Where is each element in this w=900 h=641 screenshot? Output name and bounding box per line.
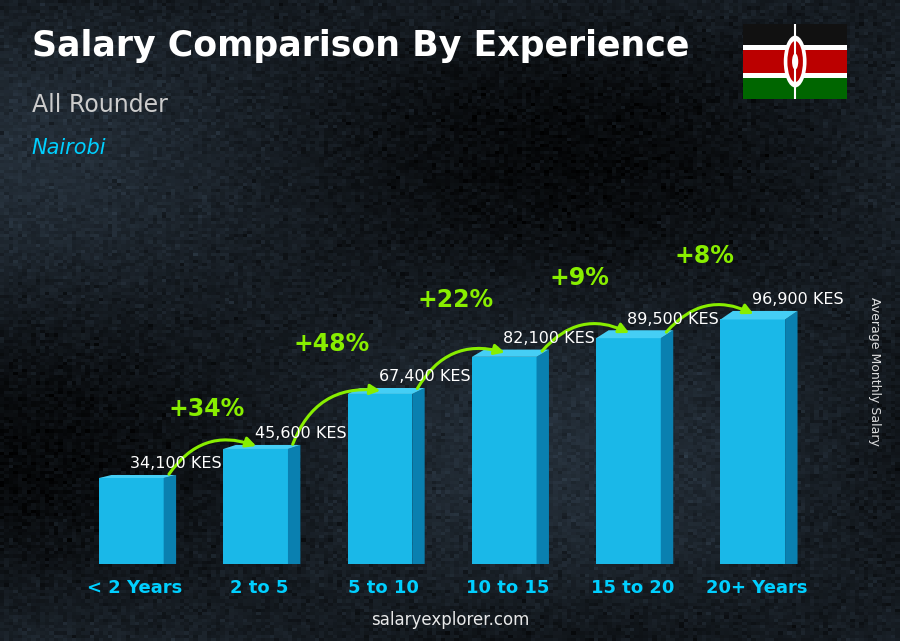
- Bar: [472, 357, 536, 564]
- Bar: [743, 47, 847, 76]
- Polygon shape: [536, 349, 549, 564]
- Text: +8%: +8%: [674, 244, 734, 268]
- Text: Nairobi: Nairobi: [32, 138, 106, 158]
- Bar: [743, 24, 847, 47]
- Text: salaryexplorer.com: salaryexplorer.com: [371, 612, 529, 629]
- Ellipse shape: [792, 53, 798, 70]
- Text: +34%: +34%: [169, 397, 245, 421]
- Text: 89,500 KES: 89,500 KES: [627, 312, 719, 327]
- Polygon shape: [412, 388, 425, 564]
- Text: +22%: +22%: [418, 288, 493, 312]
- Polygon shape: [288, 445, 301, 564]
- Polygon shape: [347, 388, 425, 394]
- Text: 96,900 KES: 96,900 KES: [752, 292, 843, 307]
- Text: 82,100 KES: 82,100 KES: [503, 331, 595, 346]
- Text: 34,100 KES: 34,100 KES: [130, 456, 222, 471]
- Bar: [743, 73, 847, 78]
- Text: < 2 Years: < 2 Years: [87, 579, 183, 597]
- Ellipse shape: [788, 41, 803, 82]
- Polygon shape: [223, 445, 301, 449]
- Bar: [596, 338, 661, 564]
- Text: +48%: +48%: [293, 332, 369, 356]
- Polygon shape: [596, 330, 673, 338]
- Text: 20+ Years: 20+ Years: [706, 579, 807, 597]
- Text: 2 to 5: 2 to 5: [230, 579, 289, 597]
- Polygon shape: [721, 311, 797, 319]
- Text: All Rounder: All Rounder: [32, 93, 167, 117]
- Text: 67,400 KES: 67,400 KES: [379, 369, 471, 385]
- Polygon shape: [99, 475, 176, 478]
- Bar: [223, 449, 288, 564]
- Ellipse shape: [784, 36, 806, 87]
- Polygon shape: [472, 349, 549, 357]
- Text: +9%: +9%: [550, 266, 609, 290]
- Text: Salary Comparison By Experience: Salary Comparison By Experience: [32, 29, 688, 63]
- Bar: [743, 46, 847, 50]
- Polygon shape: [164, 475, 176, 564]
- Polygon shape: [785, 311, 797, 564]
- Text: 10 to 15: 10 to 15: [466, 579, 550, 597]
- Text: 15 to 20: 15 to 20: [590, 579, 674, 597]
- Bar: [721, 319, 785, 564]
- Bar: [99, 478, 164, 564]
- Bar: [347, 394, 412, 564]
- Text: 5 to 10: 5 to 10: [348, 579, 419, 597]
- Text: 45,600 KES: 45,600 KES: [255, 426, 346, 441]
- Text: Average Monthly Salary: Average Monthly Salary: [868, 297, 881, 446]
- Polygon shape: [661, 330, 673, 564]
- Bar: [743, 76, 847, 99]
